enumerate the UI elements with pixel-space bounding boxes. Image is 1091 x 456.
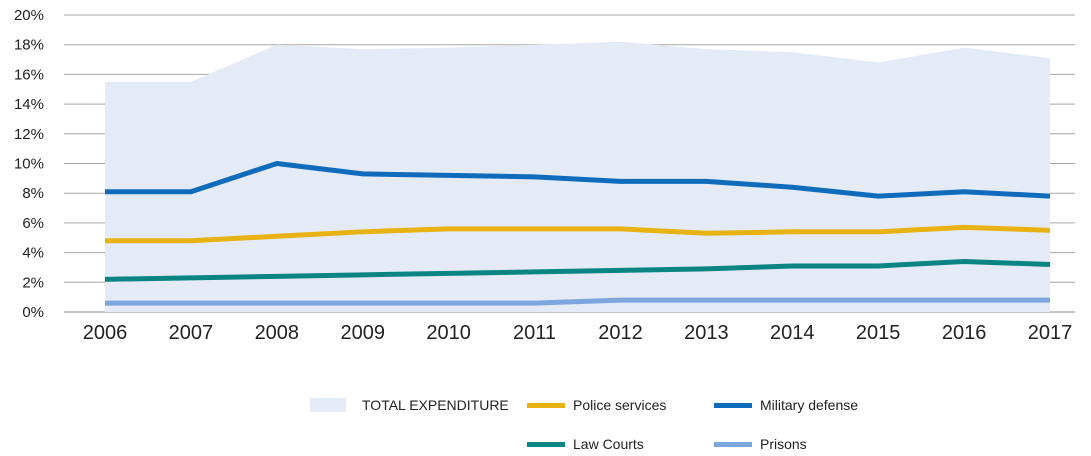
x-tick-label: 2006 bbox=[83, 322, 128, 344]
y-tick-label: 0% bbox=[22, 304, 44, 321]
x-axis: 2006 2007 2008 2009 2010 2011 2012 2013 2014 2015… bbox=[83, 322, 1073, 344]
x-tick-label: 2015 bbox=[856, 322, 901, 344]
y-tick-label: 14% bbox=[14, 96, 44, 113]
line-law-courts bbox=[104, 259, 1051, 282]
x-tick-label: 2008 bbox=[255, 322, 300, 344]
y-tick-label: 18% bbox=[14, 37, 44, 54]
x-tick-label: 2014 bbox=[770, 322, 815, 344]
y-axis: 0% 2% 4% 6% 8% 10% 12% 14% 16% 18% 20% bbox=[14, 7, 44, 321]
y-tick-label: 10% bbox=[14, 156, 44, 173]
line-prisons bbox=[105, 297, 1050, 306]
line-police-services bbox=[105, 224, 1051, 244]
y-tick-label: 12% bbox=[14, 126, 44, 143]
y-tick-label: 6% bbox=[22, 215, 44, 232]
y-tick-label: 4% bbox=[22, 245, 44, 262]
x-tick-label: 2007 bbox=[169, 322, 214, 344]
x-tick-label: 2016 bbox=[942, 322, 987, 344]
x-tick-label: 2009 bbox=[340, 322, 385, 344]
y-tick-label: 16% bbox=[14, 66, 44, 83]
x-tick-label: 2010 bbox=[426, 322, 471, 344]
x-tick-label: 2017 bbox=[1028, 322, 1073, 344]
y-tick-label: 8% bbox=[22, 185, 44, 202]
y-tick-label: 20% bbox=[14, 7, 44, 24]
line-layer bbox=[104, 161, 1051, 306]
x-tick-label: 2012 bbox=[598, 322, 643, 344]
x-tick-label: 2013 bbox=[684, 322, 729, 344]
line-military-defense bbox=[105, 161, 1051, 199]
x-tick-label: 2011 bbox=[513, 322, 556, 344]
y-tick-label: 2% bbox=[22, 274, 44, 291]
